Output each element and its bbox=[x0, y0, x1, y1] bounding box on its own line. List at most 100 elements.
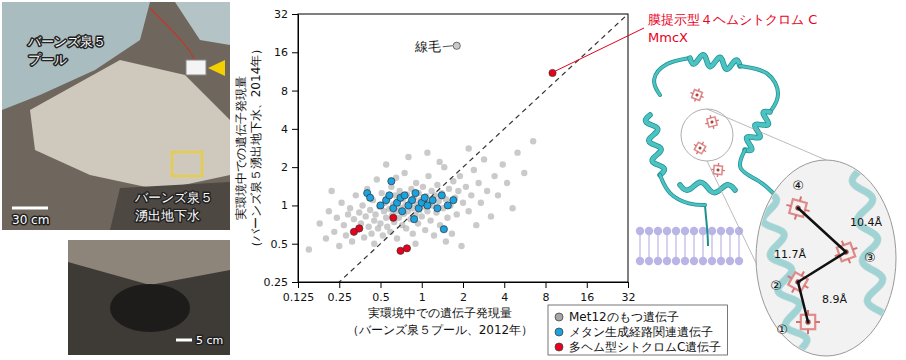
heme-bond bbox=[709, 115, 711, 118]
heme-bond bbox=[716, 119, 719, 121]
lipid-head bbox=[672, 257, 680, 265]
heme-bond bbox=[701, 96, 704, 98]
photo-label: バーンズ泉５ bbox=[134, 190, 213, 205]
photo-bottom bbox=[68, 240, 230, 355]
heme-number: ④ bbox=[792, 178, 804, 193]
point bbox=[343, 232, 349, 238]
lipid-head bbox=[690, 257, 698, 265]
x-tick: 32 bbox=[622, 282, 636, 304]
point bbox=[317, 220, 323, 226]
ribbon bbox=[680, 182, 735, 192]
x-axis-title: 実環境中での遺伝子発現量（バーンズ泉５プール、2012年） bbox=[347, 306, 534, 337]
tick-label: 4 bbox=[281, 123, 288, 136]
lipid-head bbox=[708, 257, 716, 265]
point bbox=[386, 192, 393, 199]
y-axis-line bbox=[298, 15, 299, 283]
point bbox=[425, 173, 431, 179]
heme-labels: ①②③④8.9Å11.7Å10.4Å bbox=[770, 178, 882, 337]
y-axis-title: 実環境中での遺伝子発現量（バーンズ泉５湧出地下水、2014年） bbox=[234, 43, 263, 254]
legend-label: Met12のもつ遺伝子 bbox=[569, 310, 679, 324]
ribbon bbox=[690, 55, 740, 70]
point bbox=[399, 208, 406, 215]
point bbox=[454, 211, 460, 217]
yellow-arrow bbox=[208, 60, 225, 76]
point bbox=[473, 222, 479, 228]
photo-label: 湧出地下水 bbox=[135, 208, 200, 223]
point bbox=[444, 215, 450, 221]
point bbox=[356, 225, 363, 232]
point bbox=[345, 211, 351, 217]
figure-container: バーンズ泉５プールバーンズ泉５湧出地下水30 cm5 cm0.1250.250.… bbox=[0, 0, 906, 360]
point bbox=[514, 149, 520, 155]
heme-bond bbox=[800, 196, 801, 201]
point bbox=[377, 202, 384, 209]
lipid-head bbox=[681, 257, 689, 265]
point bbox=[457, 173, 463, 179]
lipid-head bbox=[735, 257, 743, 265]
heme-bond bbox=[853, 248, 858, 250]
lipid-tail bbox=[729, 234, 730, 258]
ribbon bbox=[680, 182, 735, 192]
series bbox=[306, 43, 537, 253]
heme-iron bbox=[710, 120, 714, 124]
lipid-tail bbox=[666, 234, 667, 258]
heme bbox=[688, 86, 706, 104]
heme-bond bbox=[702, 142, 703, 144]
structure: ①②③④8.9Å11.7Å10.4Å bbox=[636, 55, 896, 356]
tick-mark bbox=[298, 282, 299, 288]
point bbox=[441, 164, 447, 170]
heme-iron bbox=[698, 146, 702, 150]
x-tick: 4 bbox=[501, 282, 508, 304]
annotation: MmcX bbox=[648, 30, 688, 45]
lipid-head bbox=[726, 227, 734, 235]
point bbox=[465, 208, 471, 214]
distance-label: 8.9Å bbox=[822, 293, 847, 306]
x-tick: 2 bbox=[460, 282, 467, 304]
lipid-tail bbox=[738, 234, 739, 258]
heme-bond bbox=[712, 126, 714, 129]
tick-label: 0.5 bbox=[271, 238, 289, 251]
y-tick: 0.25 bbox=[264, 276, 299, 289]
heme bbox=[690, 138, 709, 157]
point bbox=[449, 230, 455, 236]
lipid-tail bbox=[648, 234, 649, 258]
lipid-head bbox=[690, 227, 698, 235]
point bbox=[390, 214, 397, 221]
point bbox=[401, 192, 408, 199]
point bbox=[367, 194, 374, 201]
point bbox=[334, 215, 340, 221]
lipid-head bbox=[717, 227, 725, 235]
point bbox=[460, 200, 466, 206]
photos: バーンズ泉５プールバーンズ泉５湧出地下水30 cm5 cm bbox=[2, 2, 230, 355]
point bbox=[412, 241, 418, 247]
point bbox=[444, 202, 451, 209]
ribbon bbox=[755, 175, 807, 350]
point bbox=[481, 156, 487, 162]
heme-distance-line bbox=[798, 208, 846, 252]
tick-mark bbox=[504, 282, 505, 288]
point bbox=[328, 188, 334, 194]
point bbox=[468, 192, 474, 198]
legend-label: メタン生成経路関連遺伝子 bbox=[569, 325, 713, 339]
tick-label: 2 bbox=[281, 161, 288, 174]
y-axis: 0.250.512481632 bbox=[264, 8, 299, 289]
point bbox=[394, 235, 400, 241]
heme-iron bbox=[716, 168, 719, 171]
tick-mark bbox=[628, 282, 629, 288]
heme-bond bbox=[717, 174, 719, 177]
point bbox=[500, 161, 506, 167]
heme-bond bbox=[690, 92, 693, 94]
point bbox=[484, 188, 490, 194]
heme-bond bbox=[698, 88, 700, 91]
axis-title: 実環境中での遺伝子発現量 bbox=[368, 306, 512, 320]
heme-ring bbox=[692, 90, 703, 101]
tick-label: 0.25 bbox=[264, 276, 289, 289]
tick-label: 4 bbox=[501, 291, 508, 304]
y-tick: 32 bbox=[274, 8, 298, 21]
lipid-head bbox=[672, 227, 680, 235]
tick-label: 8 bbox=[281, 85, 288, 98]
point bbox=[353, 192, 359, 198]
lipid-head bbox=[636, 227, 644, 235]
heme-bond bbox=[815, 321, 820, 323]
point bbox=[419, 213, 425, 219]
